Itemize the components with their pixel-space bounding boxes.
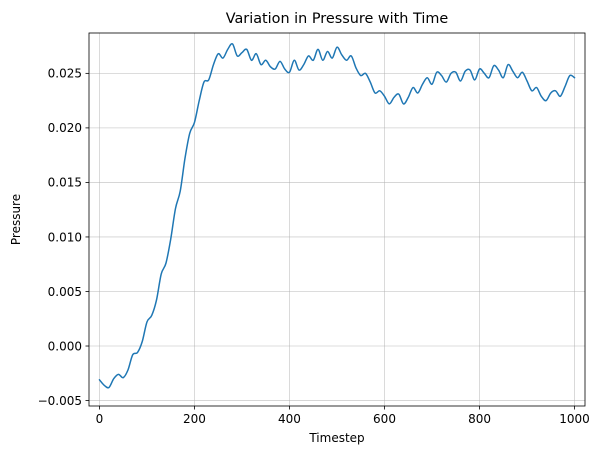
y-axis-title: Pressure (9, 194, 23, 245)
y-tick-label: 0.025 (48, 67, 82, 81)
y-tick-label: 0.010 (48, 230, 82, 244)
y-tick-label: 0.000 (48, 339, 82, 353)
x-tick-label: 1000 (559, 412, 590, 426)
x-tick-label: 200 (183, 412, 206, 426)
x-tick-label: 0 (96, 412, 104, 426)
pressure-series-line (98, 42, 576, 389)
x-axis: 0 200 400 600 800 1000 (96, 406, 590, 426)
series-layer (98, 42, 576, 389)
x-tick-label: 800 (468, 412, 491, 426)
y-tick-label: −0.005 (38, 394, 82, 408)
grid (89, 33, 585, 406)
x-axis-title: Timestep (308, 431, 364, 445)
chart-title: Variation in Pressure with Time (226, 11, 449, 27)
y-tick-label: 0.020 (48, 121, 82, 135)
x-tick-label: 600 (373, 412, 396, 426)
x-tick-label: 400 (278, 412, 301, 426)
plot-frame (88, 32, 586, 407)
y-tick-label: 0.015 (48, 176, 82, 190)
y-tick-label: 0.005 (48, 285, 82, 299)
y-axis: −0.005 0.000 0.005 0.010 0.015 0.020 0.025 (38, 67, 89, 408)
